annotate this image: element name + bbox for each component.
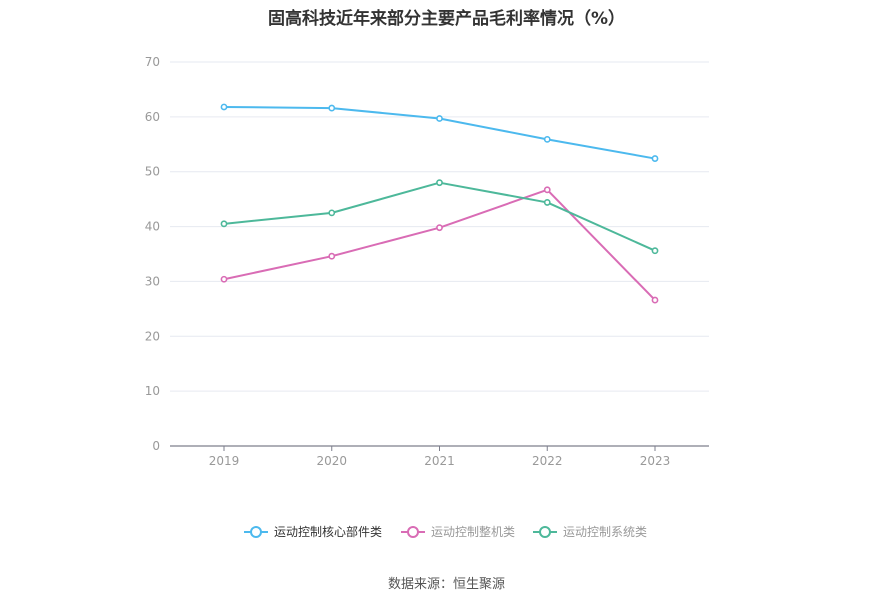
- data-source: 数据来源：恒生聚源: [387, 577, 505, 592]
- data-point: [543, 186, 551, 194]
- data-point: [651, 155, 659, 162]
- data-point: [543, 199, 551, 206]
- x-tick-label: 2021: [424, 454, 455, 468]
- y-tick-label: 30: [145, 274, 160, 288]
- y-tick-label: 50: [145, 165, 160, 179]
- series-line-3: [223, 181, 656, 252]
- legend-marker: [250, 526, 262, 538]
- x-axis: 2019 2020 2021 2022 2023: [170, 445, 709, 468]
- y-tick-label: 60: [145, 110, 160, 124]
- legend: 运动控制核心部件类 运动控制整机类 运动控制系统类: [244, 524, 647, 539]
- y-tick-label: 0: [152, 439, 160, 453]
- chart-title: 固高科技近年来部分主要产品毛利率情况（%）: [267, 9, 626, 29]
- y-tick-label: 70: [145, 55, 160, 69]
- legend-label: 运动控制核心部件类: [274, 524, 382, 539]
- legend-item-2[interactable]: 运动控制整机类: [401, 524, 515, 539]
- y-axis-ticks: 0 10 20 30 40 50 60 70: [145, 55, 160, 453]
- data-point: [543, 135, 551, 143]
- x-tick-label: 2020: [316, 454, 347, 468]
- data-point: [220, 275, 228, 283]
- data-point: [220, 220, 228, 228]
- y-tick-label: 10: [145, 384, 160, 398]
- data-point: [220, 103, 228, 111]
- legend-label: 运动控制整机类: [431, 524, 515, 539]
- data-point: [328, 252, 336, 260]
- legend-marker: [539, 526, 551, 538]
- y-tick-label: 20: [145, 329, 160, 343]
- data-point: [328, 209, 336, 217]
- legend-item-3[interactable]: 运动控制系统类: [533, 525, 647, 539]
- legend-item-1[interactable]: 运动控制核心部件类: [244, 524, 382, 539]
- data-point: [651, 247, 659, 255]
- y-tick-label: 40: [145, 220, 160, 234]
- data-point: [328, 104, 336, 112]
- x-tick-label: 2019: [209, 454, 240, 468]
- series-line-2: [223, 188, 656, 301]
- x-tick-label: 2023: [640, 454, 671, 468]
- data-point: [436, 224, 443, 232]
- data-point: [651, 296, 659, 304]
- legend-label: 运动控制系统类: [563, 525, 647, 539]
- x-tick-label: 2022: [532, 454, 563, 468]
- data-point: [436, 115, 443, 122]
- legend-marker: [407, 526, 419, 538]
- series-line-1: [223, 105, 656, 160]
- series-lines: [220, 103, 659, 304]
- data-point: [436, 179, 443, 187]
